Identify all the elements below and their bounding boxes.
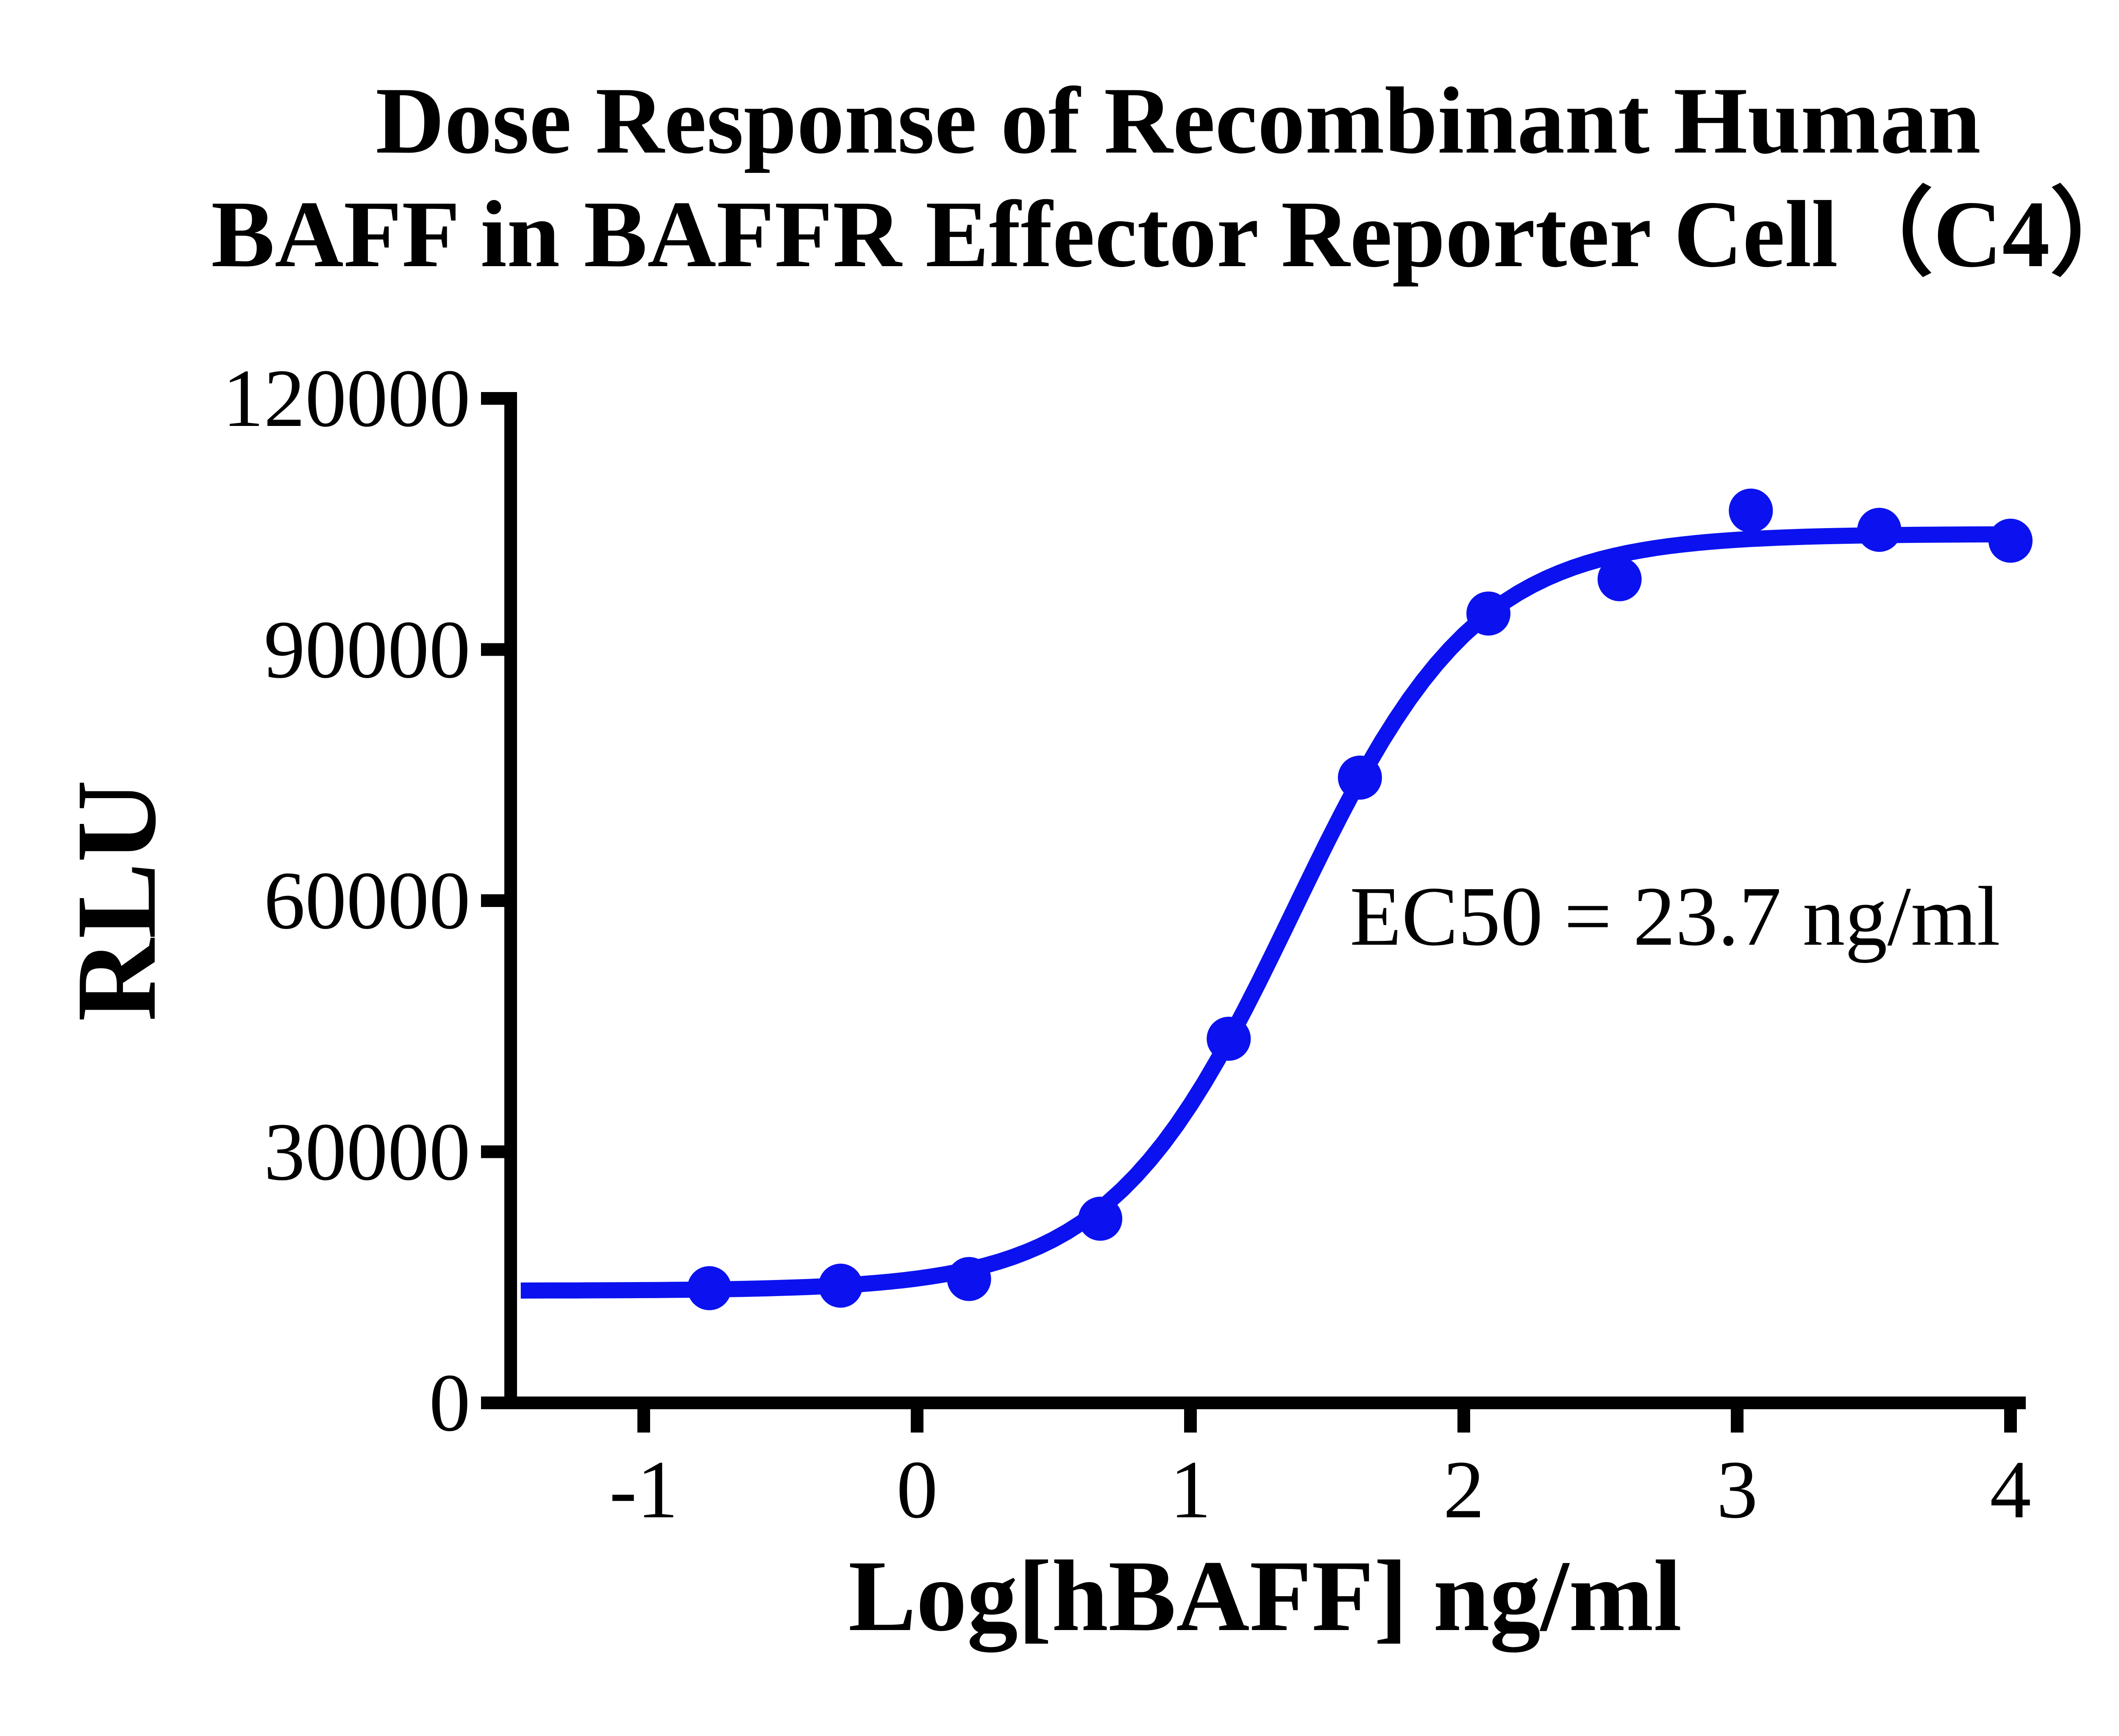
- chart-title-line-1: Dose Response of Recombinant Human: [375, 67, 1981, 173]
- data-point: [947, 1257, 991, 1301]
- dose-curve: [520, 526, 2011, 1299]
- chart-title: Dose Response of Recombinant Human BAFF …: [76, 64, 2119, 291]
- y-tick-label: 30000: [264, 1106, 471, 1198]
- ec50-annotation: EC50 = 23.7 ng/ml: [1350, 870, 2001, 963]
- y-tick-label: 0: [429, 1357, 471, 1449]
- x-tick-label: 4: [1990, 1444, 2031, 1536]
- data-point: [1597, 557, 1642, 601]
- x-axis-title: Log[hBAFF] ng/ml: [848, 1539, 1682, 1652]
- y-tick-label: 60000: [264, 855, 471, 946]
- data-point: [1207, 1016, 1251, 1061]
- x-tick-label: 1: [1170, 1444, 1211, 1536]
- data-point: [1466, 591, 1511, 636]
- chart-title-line-2: BAFF in BAFFR Effector Reporter Cell（C4）: [211, 181, 2119, 287]
- data-point: [1988, 518, 2033, 563]
- data-point: [1338, 755, 1382, 800]
- x-tick-label: -1: [609, 1444, 679, 1536]
- x-tick-label: 0: [896, 1444, 938, 1536]
- data-point: [687, 1266, 731, 1310]
- x-tick-label: 2: [1443, 1444, 1485, 1536]
- y-tick-label: 90000: [264, 604, 471, 696]
- x-tick-label: 3: [1716, 1444, 1758, 1536]
- data-point: [1729, 488, 1773, 533]
- y-tick-label: 120000: [222, 353, 470, 444]
- data-point: [818, 1263, 863, 1308]
- data-point: [1078, 1196, 1123, 1241]
- data-point: [1857, 508, 1902, 552]
